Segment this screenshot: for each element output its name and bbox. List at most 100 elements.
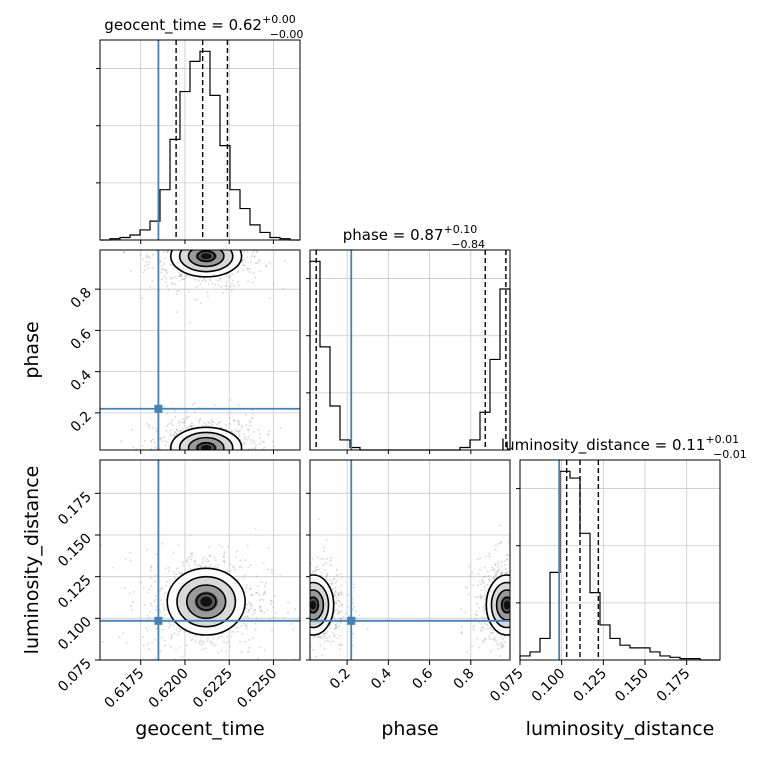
scatter-point bbox=[527, 594, 529, 596]
scatter-point bbox=[323, 640, 326, 643]
scatter-point bbox=[288, 573, 290, 575]
scatter-point bbox=[329, 559, 332, 562]
scatter-point bbox=[282, 616, 285, 619]
scatter-point bbox=[224, 650, 227, 653]
scatter-point bbox=[238, 479, 240, 481]
scatter-point bbox=[521, 562, 523, 564]
scatter-point bbox=[167, 471, 169, 473]
scatter-point bbox=[292, 636, 294, 638]
hist-panel-geocent_time: geocent_time = 0.62+0.00−0.00 bbox=[96, 13, 303, 241]
scatter-point bbox=[515, 620, 517, 622]
scatter-point bbox=[307, 637, 309, 639]
scatter-point bbox=[527, 605, 529, 607]
scatter-point bbox=[206, 463, 208, 465]
scatter-point bbox=[151, 427, 154, 430]
scatter-point bbox=[518, 622, 520, 624]
scatter-point bbox=[209, 246, 211, 248]
scatter-point bbox=[333, 595, 336, 598]
scatter-point bbox=[191, 552, 194, 555]
scatter-point bbox=[521, 587, 523, 589]
scatter-point bbox=[479, 568, 482, 571]
scatter-point bbox=[204, 280, 207, 283]
scatter-point bbox=[166, 493, 168, 495]
scatter-point bbox=[148, 426, 151, 429]
scatter-point bbox=[252, 250, 255, 253]
scatter-point bbox=[162, 478, 164, 480]
scatter-point bbox=[229, 570, 232, 573]
scatter-point bbox=[171, 282, 174, 285]
scatter-point bbox=[149, 602, 152, 605]
scatter-point bbox=[242, 264, 245, 267]
scatter-point bbox=[194, 278, 197, 281]
scatter-point bbox=[292, 561, 294, 563]
scatter-point bbox=[232, 219, 234, 221]
scatter-point bbox=[168, 566, 171, 569]
scatter-point bbox=[169, 434, 172, 437]
scatter-point bbox=[500, 572, 503, 575]
scatter-point bbox=[328, 627, 331, 630]
scatter-point bbox=[289, 454, 291, 456]
scatter-point bbox=[288, 614, 290, 616]
scatter-point bbox=[166, 412, 169, 415]
scatter-point bbox=[301, 603, 303, 605]
scatter-point bbox=[300, 665, 302, 667]
density-level-5 bbox=[310, 600, 317, 610]
scatter-point bbox=[171, 282, 174, 285]
scatter-point bbox=[301, 616, 303, 618]
scatter-point bbox=[290, 600, 292, 602]
scatter-point bbox=[216, 564, 219, 567]
scatter-point bbox=[340, 617, 343, 620]
scatter-point bbox=[512, 600, 514, 602]
scatter-point bbox=[255, 617, 258, 620]
scatter-point bbox=[210, 454, 212, 456]
scatter-point bbox=[512, 610, 514, 612]
scatter-point bbox=[192, 454, 194, 456]
scatter-point bbox=[522, 595, 524, 597]
scatter-point bbox=[215, 480, 217, 482]
scatter-point bbox=[252, 430, 255, 433]
scatter-point bbox=[258, 442, 261, 445]
scatter-point bbox=[291, 630, 293, 632]
scatter-point bbox=[141, 444, 144, 447]
scatter-point bbox=[512, 615, 514, 617]
scatter-point bbox=[180, 273, 183, 276]
scatter-point bbox=[296, 607, 298, 609]
scatter-point bbox=[189, 425, 192, 428]
scatter-point bbox=[513, 551, 515, 553]
scatter-point bbox=[161, 603, 164, 606]
scatter-point bbox=[243, 259, 246, 262]
scatter-point bbox=[236, 271, 239, 274]
scatter-point bbox=[229, 563, 232, 566]
scatter-point bbox=[531, 640, 533, 642]
scatter-point bbox=[125, 641, 128, 644]
scatter-point bbox=[235, 457, 237, 459]
scatter-point bbox=[180, 481, 182, 483]
scatter-point bbox=[294, 605, 296, 607]
scatter-point bbox=[209, 640, 212, 643]
scatter-point bbox=[543, 594, 545, 596]
scatter-point bbox=[513, 589, 515, 591]
scatter-point bbox=[480, 630, 483, 633]
scatter-point bbox=[288, 636, 290, 638]
scatter-point bbox=[128, 592, 131, 595]
scatter-point bbox=[180, 628, 183, 631]
scatter-point bbox=[263, 226, 265, 228]
scatter-point bbox=[252, 637, 255, 640]
scatter-point bbox=[249, 438, 252, 441]
scatter-point bbox=[510, 646, 512, 648]
scatter-point bbox=[222, 242, 224, 244]
scatter-point bbox=[304, 581, 306, 583]
scatter-point bbox=[218, 451, 220, 453]
scatter-point bbox=[175, 573, 178, 576]
scatter-point bbox=[198, 451, 200, 453]
scatter-point bbox=[517, 566, 519, 568]
scatter-point bbox=[340, 592, 343, 595]
scatter-point bbox=[516, 593, 518, 595]
scatter-point bbox=[322, 679, 324, 681]
scatter-point bbox=[516, 631, 518, 633]
scatter-point bbox=[511, 631, 513, 633]
scatter-point bbox=[237, 404, 240, 407]
scatter-point bbox=[172, 219, 174, 221]
scatter-point bbox=[237, 240, 239, 242]
scatter-point bbox=[221, 461, 223, 463]
